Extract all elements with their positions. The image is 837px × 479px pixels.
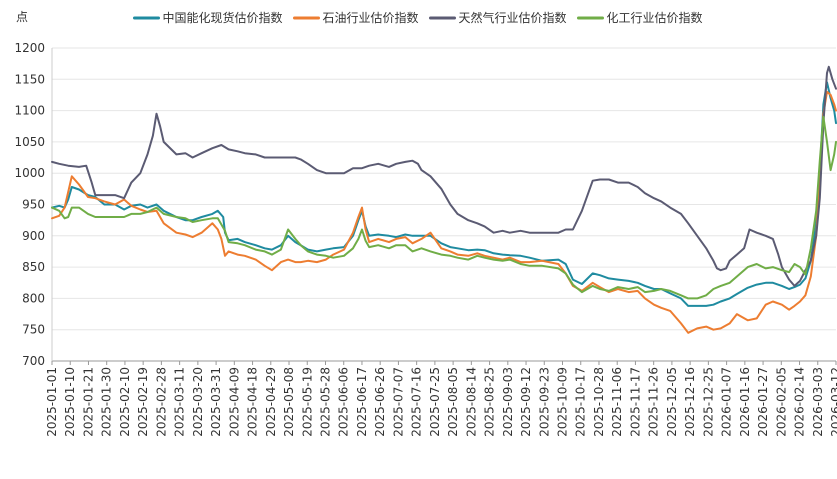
y-tick-label: 1200 — [14, 41, 45, 55]
x-tick-label: 2025-12-05 — [665, 367, 679, 437]
y-tick-label: 900 — [22, 229, 45, 243]
x-tick-label: 2025-06-06 — [337, 367, 351, 437]
y-axis-ticks: 700 750 800 850 900 950 1000 1050 1100 1150 1200 — [14, 41, 45, 368]
y-tick-label: 1000 — [14, 166, 45, 180]
x-tick-label: 2026-01-16 — [738, 367, 752, 437]
x-tick-label: 2025-11-06 — [610, 367, 624, 437]
x-tick-label: 2025-03-11 — [173, 367, 187, 437]
legend-item-1[interactable]: 中国能化现货估价指数 — [133, 10, 283, 25]
x-tick-label: 2025-09-12 — [519, 367, 533, 437]
x-tick-label: 2025-07-07 — [391, 367, 405, 437]
x-tick-label: 2025-09-23 — [537, 367, 551, 437]
y-tick-label: 1100 — [14, 104, 45, 118]
x-axis: 2025-01-01 2025-01-10 2025-01-21 2025-01-30… — [45, 48, 837, 437]
y-axis-unit-label: 点 — [16, 10, 28, 24]
y-tick-label: 800 — [22, 291, 45, 305]
x-tick-label: 2026-01-07 — [720, 367, 734, 437]
x-tick-label: 2025-09-03 — [501, 367, 515, 437]
x-tick-label: 2025-08-25 — [483, 367, 497, 437]
x-tick-label: 2025-01-10 — [63, 367, 77, 437]
y-tick-label: 1150 — [14, 72, 45, 86]
x-tick-label: 2025-10-17 — [574, 367, 588, 437]
x-tick-label: 2025-08-05 — [446, 367, 460, 437]
x-tick-label: 2025-08-14 — [464, 367, 478, 437]
x-tick-label: 2025-07-16 — [410, 367, 424, 437]
x-tick-label: 2025-10-09 — [556, 367, 570, 437]
x-tick-label: 2025-04-29 — [264, 367, 278, 437]
x-tick-label: 2025-04-09 — [227, 367, 241, 437]
x-tick-label: 2025-11-17 — [628, 367, 642, 437]
x-tick-label: 2026-03-03 — [811, 367, 825, 437]
y-tick-label: 850 — [22, 260, 45, 274]
x-tick-label: 2025-11-26 — [647, 367, 661, 437]
x-tick-label: 2026-02-05 — [774, 367, 788, 437]
x-tick-label: 2025-02-19 — [136, 367, 150, 437]
x-tick-label: 2025-06-17 — [355, 367, 369, 437]
series-line-3 — [51, 65, 837, 287]
legend-label: 化工行业估价指数 — [607, 10, 703, 25]
x-tick-label: 2025-01-30 — [100, 367, 114, 437]
legend-label: 中国能化现货估价指数 — [163, 10, 283, 25]
x-tick-label: 2025-04-18 — [246, 367, 260, 437]
x-tick-label: 2025-02-10 — [118, 367, 132, 437]
legend-label: 石油行业估价指数 — [323, 10, 419, 25]
x-tick-label: 2025-01-01 — [45, 367, 59, 437]
x-tick-label: 2025-07-25 — [428, 367, 442, 437]
series-lines — [51, 65, 837, 334]
y-tick-label: 700 — [22, 354, 45, 368]
y-tick-label: 750 — [22, 323, 45, 337]
x-tick-label: 2025-12-16 — [683, 367, 697, 437]
x-tick-label: 2026-03-12 — [829, 367, 837, 437]
x-tick-label: 2025-06-26 — [373, 367, 387, 437]
legend: 中国能化现货估价指数 石油行业估价指数 天然气行业估价指数 化工行业估价指数 — [133, 10, 703, 25]
x-tick-label: 2026-01-27 — [756, 367, 770, 437]
x-tick-label: 2025-05-28 — [318, 367, 332, 437]
y-tick-label: 1050 — [14, 135, 45, 149]
series-line-2 — [51, 90, 837, 334]
x-tick-label: 2025-03-31 — [209, 367, 223, 437]
x-tick-label: 2025-12-25 — [701, 367, 715, 437]
y-tick-label: 950 — [22, 198, 45, 212]
series-line-4 — [51, 115, 837, 300]
legend-item-4[interactable]: 化工行业估价指数 — [577, 10, 703, 25]
x-tick-label: 2026-02-14 — [793, 367, 807, 437]
legend-label: 天然气行业估价指数 — [459, 10, 567, 25]
x-tick-label: 2025-02-28 — [154, 367, 168, 437]
x-tick-label: 2025-01-21 — [81, 367, 95, 437]
legend-item-2[interactable]: 石油行业估价指数 — [293, 10, 419, 25]
grid-lines — [52, 47, 836, 362]
legend-item-3[interactable]: 天然气行业估价指数 — [429, 10, 567, 25]
x-tick-label: 2025-05-08 — [282, 367, 296, 437]
x-tick-label: 2025-03-20 — [191, 367, 205, 437]
x-tick-label: 2025-10-28 — [592, 367, 606, 437]
x-tick-label: 2025-05-19 — [300, 367, 314, 437]
